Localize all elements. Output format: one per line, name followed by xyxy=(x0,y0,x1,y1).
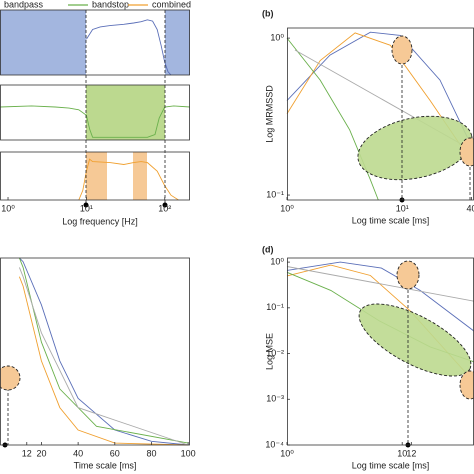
band-fills xyxy=(0,10,190,200)
annotations xyxy=(0,10,474,448)
x-axis-label: Log time scale [ms] xyxy=(352,460,430,470)
x-tick-label: 10¹ xyxy=(80,203,93,213)
x-tick-label: 10 xyxy=(397,448,407,458)
y-tick-label: 10⁻⁴ xyxy=(265,439,284,449)
dot xyxy=(162,202,168,208)
data-line xyxy=(0,105,191,138)
stopband-fill xyxy=(0,10,86,75)
axes-box xyxy=(0,257,190,446)
region-ellipse xyxy=(396,260,420,290)
region-ellipse xyxy=(357,115,473,181)
band-fill xyxy=(86,152,107,200)
data-line xyxy=(18,276,189,446)
axes-box xyxy=(0,84,190,141)
data-line xyxy=(286,32,474,166)
x-tick-label: 40 xyxy=(467,203,474,213)
panel-label: (b) xyxy=(262,8,274,18)
y-tick-label: 10⁻² xyxy=(266,348,284,358)
x-tick-label: 12 xyxy=(406,448,416,458)
y-tick-label: 10⁰ xyxy=(270,32,284,42)
data-line xyxy=(18,257,189,444)
data-line xyxy=(78,158,179,201)
marks xyxy=(0,19,474,446)
x-tick-label: 20 xyxy=(36,448,46,458)
region-ellipse xyxy=(391,35,413,65)
x-axis-label: Log time scale [ms] xyxy=(352,215,430,225)
x-tick-label: 80 xyxy=(146,448,156,458)
region-ellipse xyxy=(459,137,474,167)
y-axis-label: Log MSE xyxy=(264,333,274,370)
legend-label: bandstop xyxy=(92,0,129,9)
y-tick-label: 10⁻¹ xyxy=(266,189,284,199)
stopband-fill xyxy=(86,85,165,140)
x-tick-label: 10¹ xyxy=(396,203,409,213)
legend-label: combined xyxy=(152,0,191,9)
x-tick-label: 10⁰ xyxy=(280,448,294,458)
data-line xyxy=(286,266,474,302)
x-tick-label: 12 xyxy=(22,448,32,458)
axes-box xyxy=(0,151,190,201)
data-line xyxy=(86,19,172,76)
data-line xyxy=(286,261,474,332)
axes-box xyxy=(0,9,190,76)
x-axis-label: Log frequency [Hz] xyxy=(62,216,138,226)
x-tick-label: 10⁰ xyxy=(280,203,294,213)
panel-label: (d) xyxy=(262,244,274,254)
data-line xyxy=(286,31,474,152)
legend-label: bandpass xyxy=(4,0,44,9)
region-ellipse xyxy=(459,370,474,400)
dot xyxy=(83,202,89,208)
x-tick-label: 10² xyxy=(158,203,171,213)
y-tick-label: 10⁻³ xyxy=(266,394,284,404)
x-tick-label: 100 xyxy=(181,448,196,458)
data-line xyxy=(286,37,379,201)
x-tick-label: 40 xyxy=(73,448,83,458)
data-line xyxy=(19,257,189,446)
x-tick-label: 60 xyxy=(110,448,120,458)
x-tick-label: 10⁰ xyxy=(1,203,15,213)
region-ellipse xyxy=(0,365,21,391)
x-axis-label: Time scale [ms] xyxy=(74,460,137,470)
data-line xyxy=(18,267,189,446)
y-tick-label: 10⁻¹ xyxy=(266,302,284,312)
region-ellipse xyxy=(358,303,472,377)
band-fill xyxy=(133,152,147,200)
stopband-fill xyxy=(165,10,190,75)
y-tick-label: 10⁰ xyxy=(270,256,284,266)
y-axis-label: Log MRMSSD xyxy=(264,85,274,143)
